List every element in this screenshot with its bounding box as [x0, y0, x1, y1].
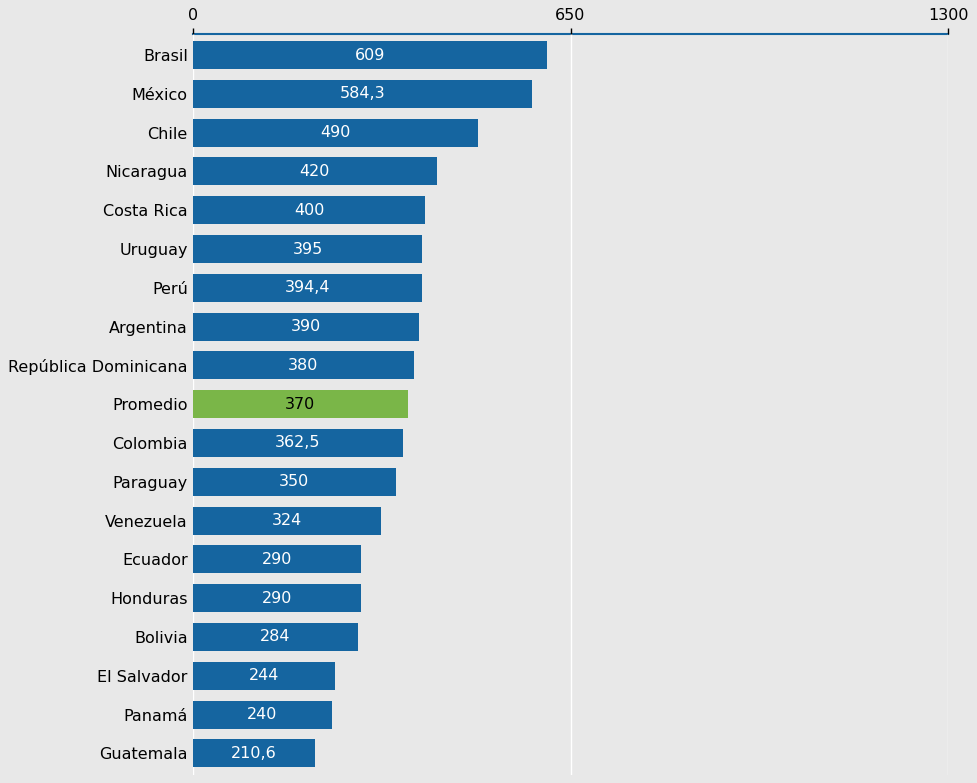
Text: 609: 609	[355, 48, 385, 63]
Text: 362,5: 362,5	[276, 435, 320, 450]
Bar	[192, 546, 361, 573]
Text: 394,4: 394,4	[284, 280, 330, 295]
Bar	[192, 390, 407, 418]
Bar	[192, 274, 422, 301]
Text: 490: 490	[319, 125, 351, 140]
Bar	[192, 80, 532, 108]
Bar	[192, 352, 413, 380]
Bar	[192, 467, 396, 496]
Bar	[192, 507, 381, 535]
Text: 370: 370	[285, 397, 316, 412]
Text: 324: 324	[272, 513, 302, 528]
Bar	[192, 701, 332, 728]
Text: 210,6: 210,6	[231, 746, 276, 761]
Bar	[192, 197, 425, 224]
Bar	[192, 312, 419, 341]
Text: 584,3: 584,3	[340, 86, 385, 101]
Bar	[192, 739, 316, 767]
Text: 400: 400	[294, 203, 324, 218]
Bar	[192, 429, 404, 457]
Text: 390: 390	[291, 319, 321, 334]
Text: 290: 290	[262, 552, 292, 567]
Text: 284: 284	[260, 630, 290, 644]
Text: 395: 395	[292, 241, 322, 257]
Text: 380: 380	[288, 358, 319, 373]
Text: 350: 350	[279, 474, 310, 489]
Bar	[192, 157, 437, 186]
Bar	[192, 235, 422, 263]
Text: 290: 290	[262, 590, 292, 606]
Bar	[192, 623, 358, 651]
Text: 244: 244	[248, 668, 278, 684]
Bar	[192, 662, 334, 690]
Text: 240: 240	[247, 707, 277, 722]
Text: 420: 420	[300, 164, 330, 179]
Bar	[192, 584, 361, 612]
Bar	[192, 41, 547, 69]
Bar	[192, 119, 478, 146]
